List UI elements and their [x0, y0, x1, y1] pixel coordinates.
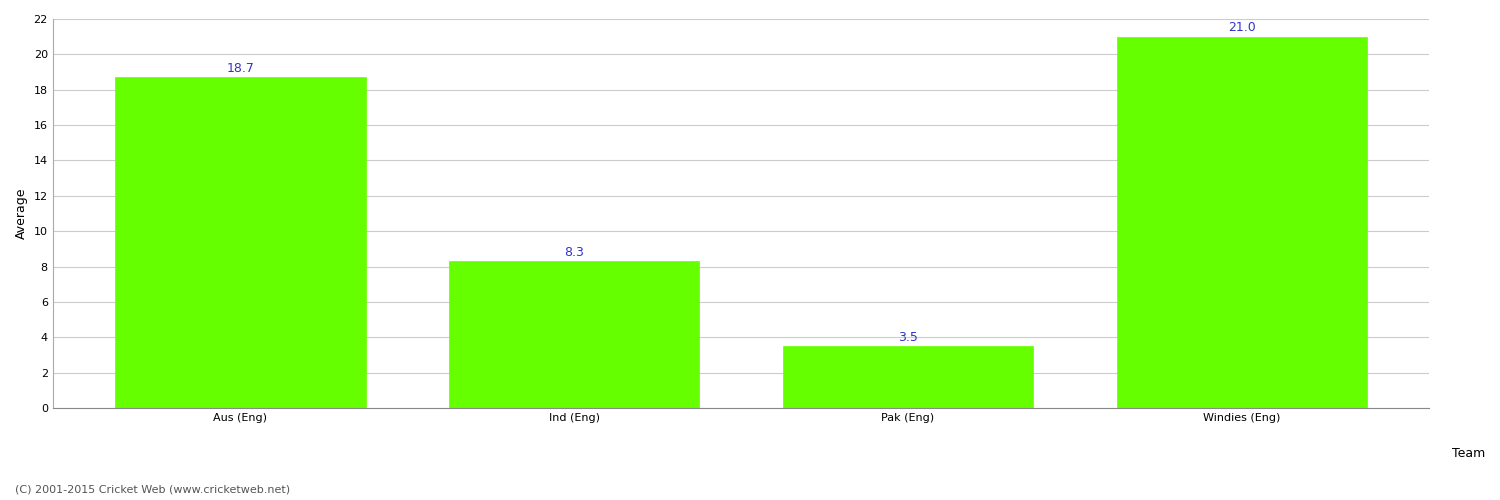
Bar	[448, 262, 699, 408]
Text: 8.3: 8.3	[564, 246, 584, 258]
Text: Team: Team	[1452, 447, 1485, 460]
Text: 3.5: 3.5	[898, 330, 918, 344]
Bar	[116, 78, 366, 408]
Text: 18.7: 18.7	[226, 62, 255, 74]
Text: 21.0: 21.0	[1228, 21, 1256, 34]
Bar	[783, 346, 1034, 408]
Text: (C) 2001-2015 Cricket Web (www.cricketweb.net): (C) 2001-2015 Cricket Web (www.cricketwe…	[15, 485, 290, 495]
Bar	[1116, 36, 1366, 408]
Y-axis label: Average: Average	[15, 188, 28, 240]
